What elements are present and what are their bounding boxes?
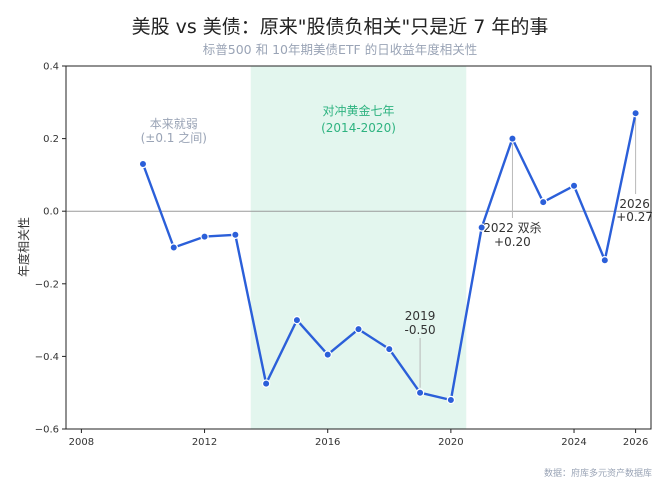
data-point — [446, 395, 456, 405]
annotation-label: +0.20 — [494, 235, 531, 249]
data-point — [169, 243, 178, 252]
shaded-region-label: (2014-2020) — [321, 121, 396, 135]
y-axis-label: 年度相关性 — [16, 217, 31, 277]
x-tick-label: 2012 — [192, 437, 217, 448]
data-point — [200, 232, 209, 241]
data-point — [539, 197, 548, 207]
plot-area: 对冲黄金七年 (2014-2020) 2008 2012 2016 2020 2024 202… — [35, 62, 653, 449]
annotation-label: 2026 — [619, 197, 650, 211]
data-point — [477, 223, 486, 232]
data-point — [600, 256, 610, 265]
annotation-label: 2022 双杀 — [483, 220, 541, 235]
data-point — [415, 388, 425, 397]
shaded-region — [250, 66, 467, 429]
annotation-label: +0.27 — [616, 210, 653, 224]
annotation-label: (±0.1 之间) — [141, 131, 207, 145]
data-point — [292, 315, 302, 325]
data-point — [261, 379, 271, 388]
source-note: 数据：府库多元资产数据库 — [544, 467, 652, 479]
x-tick-label: 2020 — [438, 437, 463, 448]
data-point — [354, 324, 363, 334]
y-tick-label: 0.0 — [43, 207, 59, 218]
data-point — [385, 344, 394, 354]
y-tick-label: −0.2 — [35, 279, 59, 290]
x-tick-label: 2016 — [315, 437, 340, 448]
chart-title: 美股 vs 美债：原来"股债负相关"只是近 7 年的事 — [132, 16, 549, 38]
data-point — [231, 230, 240, 239]
x-tick-label: 2008 — [69, 437, 94, 448]
chart-subtitle: 标普500 和 10年期美债ETF 的日收益年度相关性 — [203, 42, 477, 57]
data-point — [508, 134, 517, 143]
data-point — [631, 108, 640, 118]
annotation-label: -0.50 — [405, 323, 436, 337]
data-point — [138, 159, 148, 169]
annotation-label: 2019 — [405, 309, 436, 323]
y-tick-label: −0.6 — [35, 425, 59, 436]
x-tick-label: 2024 — [561, 437, 586, 448]
shaded-region-label: 对冲黄金七年 — [322, 103, 394, 118]
annotation-label: 本来就弱 — [150, 117, 198, 131]
y-tick-label: −0.4 — [35, 352, 59, 363]
data-point — [569, 181, 579, 190]
plot-frame — [65, 65, 652, 430]
y-tick-label: 0.4 — [43, 62, 59, 73]
data-point — [323, 350, 332, 359]
y-tick-label: 0.2 — [43, 134, 59, 145]
x-tick-label: 2026 — [623, 437, 648, 448]
